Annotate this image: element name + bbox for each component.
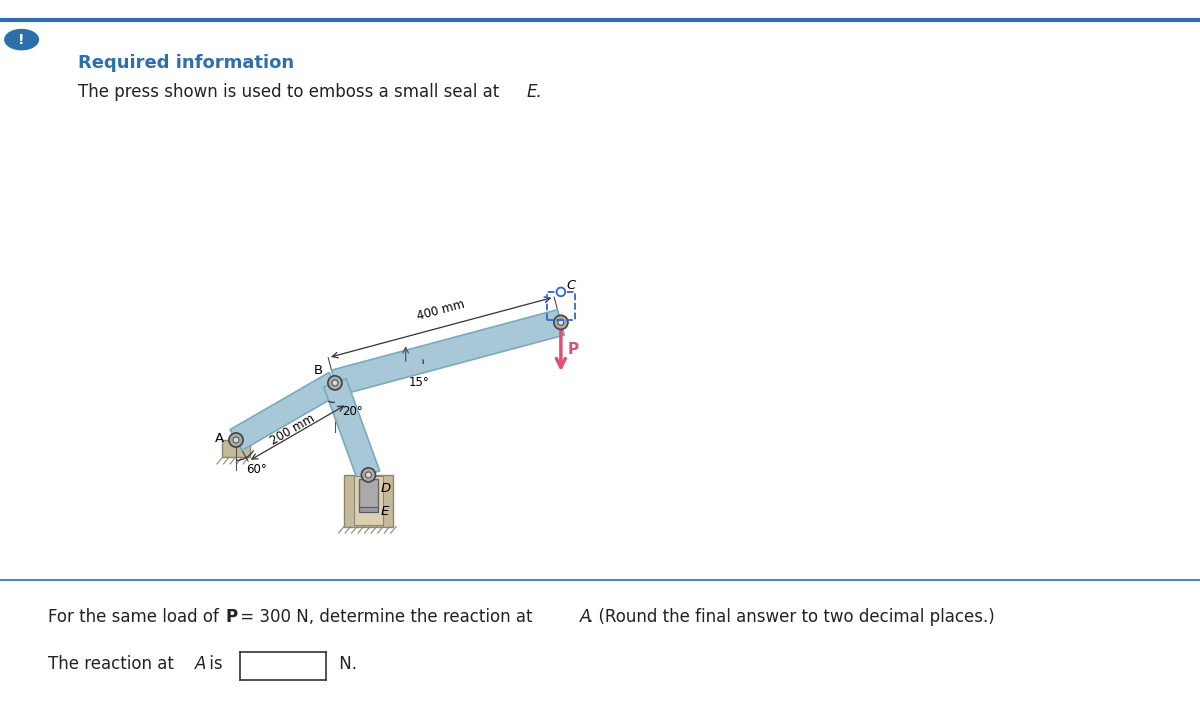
Circle shape	[5, 30, 38, 50]
Text: A: A	[580, 608, 590, 626]
Polygon shape	[324, 379, 379, 479]
Bar	[344, 475, 392, 526]
Circle shape	[557, 287, 565, 296]
Text: The reaction at: The reaction at	[48, 655, 179, 673]
Polygon shape	[331, 310, 564, 395]
Bar	[222, 440, 250, 457]
Text: 15°: 15°	[408, 376, 430, 389]
Polygon shape	[230, 372, 341, 451]
Circle shape	[361, 468, 376, 482]
Text: E: E	[380, 505, 389, 518]
Bar	[354, 476, 383, 525]
Circle shape	[558, 320, 564, 325]
Circle shape	[233, 437, 239, 443]
Circle shape	[366, 472, 371, 478]
Text: D: D	[380, 482, 391, 495]
Circle shape	[229, 433, 244, 447]
Text: N.: N.	[334, 655, 356, 673]
Text: 20°: 20°	[342, 405, 364, 418]
Bar	[359, 507, 378, 512]
Bar	[547, 292, 575, 320]
Bar	[359, 480, 378, 508]
Text: B: B	[314, 364, 323, 377]
Text: For the same load of: For the same load of	[48, 608, 224, 626]
Circle shape	[328, 376, 342, 390]
Text: Required information: Required information	[78, 54, 294, 72]
Circle shape	[554, 315, 568, 330]
Text: 60°: 60°	[246, 463, 266, 476]
Text: 400 mm: 400 mm	[416, 298, 467, 323]
Text: C: C	[566, 279, 576, 292]
Text: = 300 N, determine the reaction at: = 300 N, determine the reaction at	[235, 608, 538, 626]
Text: E.: E.	[527, 83, 542, 101]
Text: The press shown is used to emboss a small seal at: The press shown is used to emboss a smal…	[78, 83, 504, 101]
Text: !: !	[18, 32, 25, 47]
Text: 200 mm: 200 mm	[268, 412, 317, 448]
Text: P: P	[226, 608, 238, 626]
Text: A: A	[194, 655, 205, 673]
Text: A: A	[215, 433, 224, 446]
Text: . (Round the final answer to two decimal places.): . (Round the final answer to two decimal…	[588, 608, 995, 626]
Text: is: is	[204, 655, 223, 673]
Circle shape	[332, 380, 338, 386]
Text: P: P	[568, 342, 580, 356]
